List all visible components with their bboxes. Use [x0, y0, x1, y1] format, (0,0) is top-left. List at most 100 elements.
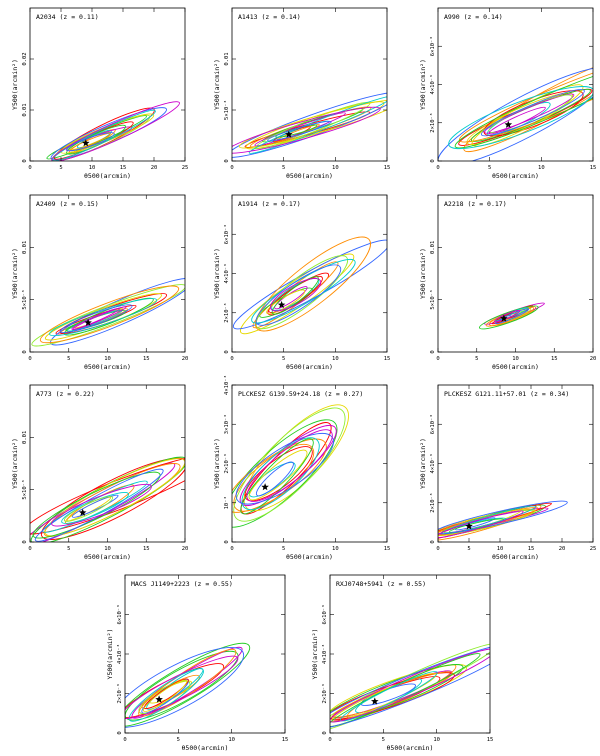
confidence-ellipse — [248, 449, 308, 501]
chart-panel-7: 0 5 10 15 20 0 5×10⁻³ 0.01 A773 (z = 0.22) θ500(a… — [11, 384, 188, 561]
y-tick-label: 0 — [224, 350, 230, 353]
x-tick-label: 0 — [436, 356, 439, 362]
confidence-ellipse — [31, 284, 185, 347]
chart-panel-6: 0 5 10 15 20 0 5×10⁻³ 0.01 A2218 (z = 0.17) θ500(… — [419, 194, 596, 371]
x-tick-label: 15 — [590, 165, 597, 171]
x-tick-label: 0 — [230, 356, 233, 362]
y-tick-label: 0 — [22, 540, 28, 543]
confidence-ellipse — [330, 643, 490, 730]
x-tick-label: 5 — [488, 165, 491, 171]
y-tick-label: 0.01 — [22, 241, 28, 254]
best-fit-star — [261, 483, 269, 491]
best-fit-star — [84, 318, 92, 326]
y-tick-label: 6×10⁻³ — [223, 224, 230, 244]
confidence-ellipse — [484, 93, 575, 134]
chart-panel-4: 0 5 10 15 20 0 5×10⁻³ 0.01 A2409 (z = 0.15) θ500(… — [11, 194, 188, 371]
best-fit-star — [371, 697, 379, 705]
x-axis-label: θ500(arcmin) — [84, 172, 131, 180]
best-fit-star — [78, 508, 87, 516]
y-tick-label: 2×10⁻³ — [429, 113, 436, 133]
ellipse-group — [330, 643, 490, 733]
axes-frame — [437, 7, 594, 162]
x-tick-label: 0 — [436, 165, 439, 171]
confidence-ellipse — [255, 264, 342, 326]
x-tick-label: 10 — [332, 546, 339, 552]
x-tick-label: 25 — [590, 546, 597, 552]
confidence-ellipse — [233, 407, 346, 522]
confidence-ellipse — [466, 92, 574, 145]
x-tick-label: 0 — [123, 737, 126, 743]
confidence-ellipse — [125, 655, 239, 719]
confidence-ellipse — [53, 121, 134, 160]
confidence-ellipse — [438, 510, 524, 539]
confidence-ellipse — [448, 86, 593, 150]
confidence-ellipse — [271, 276, 319, 315]
confidence-ellipse — [488, 106, 546, 135]
confidence-ellipse — [30, 454, 185, 535]
confidence-ellipse — [330, 643, 490, 733]
x-axis-label: θ500(arcmin) — [286, 363, 333, 371]
y-tick-label: 0 — [224, 540, 230, 543]
x-tick-label: 15 — [282, 737, 289, 743]
confidence-ellipse — [63, 297, 154, 336]
confidence-ellipse — [42, 480, 148, 533]
x-tick-label: 0 — [230, 546, 233, 552]
confidence-ellipse — [50, 278, 185, 346]
y-tick-label: 5×10⁻³ — [21, 480, 28, 500]
y-tick-label: 2×10⁻³ — [321, 684, 328, 704]
confidence-ellipse — [255, 236, 371, 332]
y-tick-label: 2×10⁻³ — [223, 454, 230, 474]
best-fit-star — [285, 130, 293, 138]
confidence-ellipse — [49, 298, 158, 337]
x-tick-label: 15 — [487, 737, 494, 743]
x-tick-label: 15 — [143, 546, 150, 552]
confidence-ellipse — [438, 500, 568, 535]
chart-title: PLCKESZ G121.11+57.01 (z = 0.34) — [444, 390, 569, 398]
confidence-ellipse — [128, 668, 204, 722]
y-tick-label: 5×10⁻³ — [223, 100, 230, 120]
y-axis-label: Y500(arcmin²) — [106, 629, 114, 680]
y-tick-label: 6×10⁻³ — [429, 36, 436, 56]
y-tick-label: 4×10⁻³ — [223, 264, 230, 284]
chart-title: A2218 (z = 0.17) — [444, 200, 507, 208]
y-tick-label: 5×10⁻³ — [21, 290, 28, 310]
chart-panel-10: 0 5 10 15 0 2×10⁻³ 4×10⁻³ 6×10⁻³ MACS J1149+2223… — [106, 574, 289, 752]
x-tick-label: 5 — [59, 165, 62, 171]
ellipse-group — [232, 91, 387, 158]
chart-title: MACS J1149+2223 (z = 0.55) — [131, 580, 233, 588]
x-tick-label: 25 — [182, 165, 189, 171]
x-axis-label: θ500(arcmin) — [492, 172, 539, 180]
y-axis-label: Y500(arcmin²) — [419, 248, 427, 299]
x-axis-label: θ500(arcmin) — [84, 553, 131, 561]
confidence-ellipse — [330, 664, 464, 723]
x-tick-label: 15 — [528, 546, 535, 552]
confidence-ellipse — [495, 308, 530, 325]
confidence-ellipse — [125, 642, 251, 727]
confidence-ellipse — [232, 106, 381, 154]
x-tick-label: 5 — [282, 546, 285, 552]
x-tick-label: 10 — [104, 546, 111, 552]
x-tick-label: 5 — [177, 737, 180, 743]
confidence-ellipse — [44, 458, 185, 537]
chart-panel-2: 0 5 10 15 0 5×10⁻³ 0.01 A1413 (z = 0.14) θ500(ar… — [213, 7, 390, 180]
chart-title: A773 (z = 0.22) — [36, 390, 95, 398]
y-tick-label: 0 — [430, 159, 436, 162]
y-tick-label: 2×10⁻³ — [223, 303, 230, 323]
y-tick-label: 0.01 — [22, 103, 28, 116]
y-tick-label: 4×10⁻³ — [429, 454, 436, 474]
confidence-ellipse — [51, 109, 156, 161]
confidence-ellipse — [267, 120, 332, 142]
y-axis-label: Y500(arcmin²) — [213, 248, 221, 299]
confidence-ellipse — [72, 306, 127, 331]
y-tick-label: 0 — [22, 159, 28, 162]
y-tick-label: 6×10⁻³ — [321, 605, 328, 625]
confidence-ellipse — [330, 672, 455, 720]
y-axis-label: Y500(arcmin²) — [11, 248, 19, 299]
confidence-ellipse — [125, 650, 239, 721]
confidence-ellipse — [51, 101, 180, 161]
confidence-ellipse — [266, 289, 306, 315]
confidence-ellipse — [251, 258, 356, 324]
x-axis-label: θ500(arcmin) — [286, 172, 333, 180]
y-tick-label: 0 — [117, 731, 123, 734]
